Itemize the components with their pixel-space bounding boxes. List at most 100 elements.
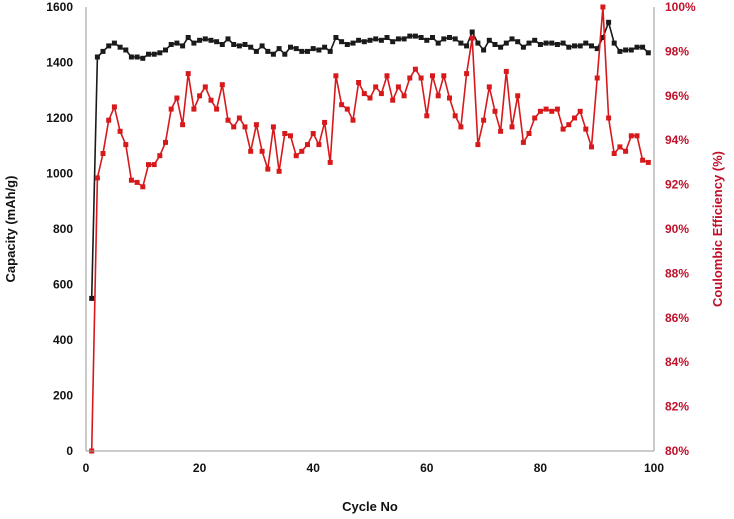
right-tick-label: 86%: [665, 311, 689, 325]
capacity-point: [418, 35, 424, 40]
left-axis-title: Capacity (mAh/g): [3, 176, 18, 283]
right-tick-label: 90%: [665, 222, 689, 236]
capacity-point: [520, 44, 526, 50]
capacity-point: [316, 47, 322, 53]
efficiency-point: [424, 113, 430, 119]
efficiency-point: [600, 4, 606, 10]
efficiency-point: [344, 106, 350, 112]
efficiency-point: [611, 151, 617, 156]
efficiency-point: [236, 115, 242, 121]
efficiency-point: [458, 124, 464, 130]
efficiency-point: [134, 179, 140, 185]
efficiency-point: [276, 168, 282, 174]
capacity-point: [566, 44, 572, 50]
efficiency-point: [151, 162, 157, 168]
efficiency-point: [560, 126, 566, 132]
right-tick-label: 92%: [665, 178, 689, 192]
efficiency-point: [123, 142, 129, 148]
capacity-point: [464, 43, 470, 49]
efficiency-point: [157, 153, 163, 159]
capacity-point: [128, 54, 134, 60]
efficiency-point: [503, 68, 509, 74]
capacity-point: [117, 44, 123, 50]
efficiency-point: [208, 97, 214, 103]
capacity-point: [390, 39, 396, 45]
capacity-point: [157, 50, 163, 56]
capacity-point: [543, 40, 549, 46]
capacity-point: [549, 40, 555, 46]
efficiency-point: [106, 117, 112, 123]
capacity-point: [174, 40, 180, 46]
efficiency-point: [378, 91, 384, 97]
left-tick-label: 1600: [46, 0, 73, 14]
capacity-point: [611, 40, 617, 46]
efficiency-point: [645, 159, 651, 165]
efficiency-point: [128, 177, 134, 183]
efficiency-point: [486, 84, 492, 90]
capacity-point: [123, 47, 129, 53]
efficiency-point: [640, 157, 646, 163]
right-tick-label: 100%: [665, 0, 696, 14]
efficiency-point: [628, 133, 634, 139]
capacity-point: [259, 43, 265, 49]
efficiency-point: [452, 113, 458, 119]
efficiency-point: [498, 128, 504, 134]
efficiency-point: [606, 115, 612, 121]
efficiency-point: [191, 106, 197, 112]
capacity-point: [554, 42, 560, 47]
capacity-point: [288, 44, 293, 50]
capacity-point: [407, 33, 413, 39]
efficiency-point: [322, 119, 328, 125]
capacity-point: [225, 36, 231, 42]
capacity-point: [424, 37, 430, 43]
capacity-point: [617, 48, 623, 54]
right-tick-label: 98%: [665, 44, 689, 58]
efficiency-point: [117, 128, 123, 134]
capacity-point: [151, 51, 157, 57]
capacity-point: [509, 36, 515, 42]
efficiency-point: [464, 71, 470, 77]
capacity-point: [503, 40, 509, 46]
efficiency-point: [435, 93, 441, 99]
efficiency-point: [430, 73, 435, 79]
efficiency-point: [441, 73, 447, 79]
efficiency-point: [543, 106, 549, 112]
capacity-point: [634, 44, 640, 50]
efficiency-point: [146, 162, 151, 168]
right-tick-label: 88%: [665, 266, 689, 280]
efficiency-point: [310, 131, 316, 136]
capacity-point: [492, 42, 498, 47]
left-tick-label: 600: [53, 278, 73, 292]
efficiency-point: [390, 97, 396, 103]
efficiency-point: [293, 153, 299, 159]
efficiency-point: [526, 131, 532, 136]
efficiency-point: [566, 122, 572, 128]
right-tick-label: 82%: [665, 400, 689, 414]
efficiency-point: [259, 148, 265, 154]
capacity-point: [373, 36, 379, 42]
efficiency-point: [532, 115, 538, 121]
capacity-point: [486, 37, 492, 43]
capacity-point: [600, 35, 606, 40]
capacity-point: [265, 48, 271, 54]
efficiency-point: [469, 35, 475, 41]
capacity-point: [589, 43, 594, 49]
capacity-point: [350, 40, 356, 46]
efficiency-point: [509, 124, 515, 130]
capacity-point: [577, 43, 583, 49]
capacity-point: [106, 43, 112, 49]
efficiency-point: [111, 104, 117, 110]
capacity-point: [537, 42, 543, 47]
efficiency-point: [617, 144, 623, 150]
efficiency-point: [554, 106, 560, 112]
capacity-point: [378, 37, 384, 43]
capacity-point: [191, 40, 197, 46]
efficiency-point: [282, 131, 288, 136]
efficiency-point: [168, 106, 174, 112]
efficiency-point: [163, 139, 168, 145]
efficiency-point: [481, 117, 487, 123]
x-tick-label: 100: [644, 461, 664, 475]
capacity-point: [89, 295, 95, 301]
